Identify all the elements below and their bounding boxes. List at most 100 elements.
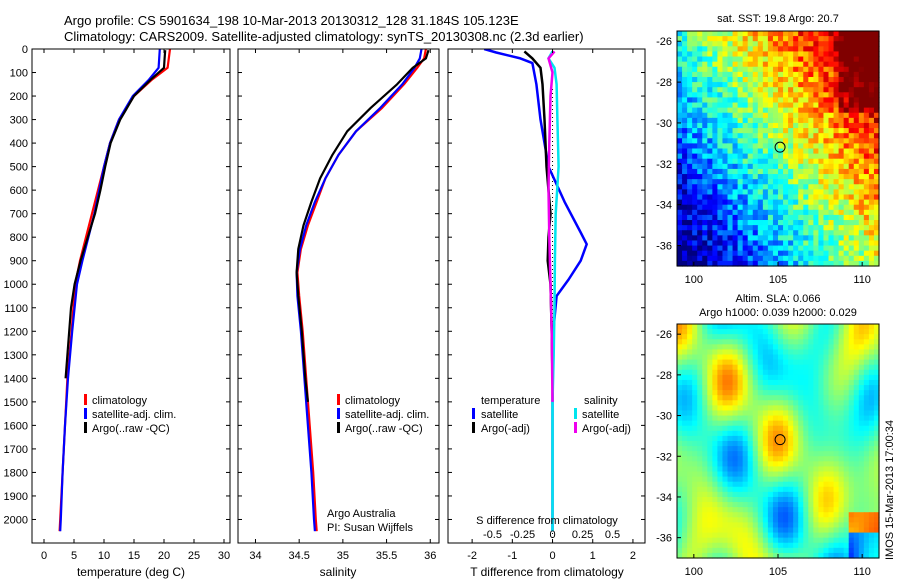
heatmap-cell <box>682 512 688 518</box>
heatmap-cell <box>863 260 870 267</box>
heatmap-cell <box>712 329 718 335</box>
heatmap-cell <box>707 385 713 391</box>
heatmap-cell <box>692 461 698 468</box>
heatmap-cell <box>747 51 754 58</box>
heatmap-cell <box>828 400 835 406</box>
heatmap-cell <box>813 117 819 124</box>
heatmap-cell <box>692 410 698 417</box>
heatmap-cell <box>858 456 865 462</box>
heatmap-cell <box>808 456 814 462</box>
heatmap-cell <box>687 364 693 371</box>
heatmap-cell <box>747 476 754 483</box>
heatmap-cell <box>727 446 734 452</box>
heatmap-cell <box>868 542 875 549</box>
heatmap-cell <box>762 235 769 242</box>
heatmap-cell <box>828 471 835 478</box>
heatmap-cell <box>732 163 739 170</box>
heatmap-cell <box>677 225 683 231</box>
heatmap-cell <box>838 430 845 437</box>
heatmap-cell <box>828 51 835 58</box>
heatmap-cell <box>722 329 729 335</box>
heatmap-cell <box>702 446 708 452</box>
heatmap-cell <box>757 107 764 114</box>
heatmap-cell <box>772 184 779 190</box>
heatmap-cell <box>717 102 724 109</box>
heatmap-cell <box>717 542 724 549</box>
heatmap-cell <box>702 51 708 58</box>
heatmap-cell <box>858 369 865 376</box>
difference-legend: temperature salinity satellite Argo(-adj… <box>472 395 631 435</box>
heatmap-cell <box>838 456 845 462</box>
heatmap-cell <box>818 415 825 422</box>
heatmap-cell <box>677 349 683 356</box>
heatmap-cell <box>868 245 875 252</box>
heatmap-cell <box>828 82 835 88</box>
heatmap-cell <box>727 339 734 345</box>
heatmap-cell <box>798 260 804 267</box>
heatmap-cell <box>778 517 784 523</box>
heatmap-cell <box>722 158 729 165</box>
heatmap-cell <box>692 31 698 37</box>
heatmap-cell <box>737 512 744 518</box>
heatmap-cell <box>752 471 759 478</box>
heatmap-cell <box>722 542 729 549</box>
heatmap-cell <box>813 324 819 330</box>
heatmap-cell <box>818 36 825 42</box>
heatmap-cell <box>868 76 875 83</box>
heatmap-cell <box>868 385 875 391</box>
heatmap-cell <box>772 235 779 242</box>
heatmap-cell <box>757 148 764 155</box>
heatmap-cell <box>707 354 713 361</box>
heatmap-cell <box>687 36 693 42</box>
heatmap-cell <box>833 122 840 129</box>
heatmap-cell <box>833 334 840 340</box>
heatmap-cell <box>772 364 779 371</box>
heatmap-cell <box>732 324 739 330</box>
heatmap-cell <box>717 148 724 155</box>
heatmap-cell <box>863 385 870 391</box>
heatmap-cell <box>828 97 835 104</box>
heatmap-cell <box>772 369 779 376</box>
heatmap-cell <box>757 446 764 452</box>
heatmap-cell <box>788 194 794 201</box>
heatmap-cell <box>727 456 734 462</box>
heatmap-cell <box>702 153 708 160</box>
heatmap-cell <box>818 153 825 160</box>
heatmap-cell <box>813 537 819 544</box>
heatmap-cell <box>682 153 688 160</box>
heatmap-cell <box>772 435 779 442</box>
heatmap-cell <box>702 344 708 351</box>
heatmap-cell <box>772 344 779 351</box>
heatmap-cell <box>823 471 830 478</box>
heatmap-cell <box>873 344 880 351</box>
heatmap-cell <box>818 112 825 119</box>
heatmap-cell <box>707 527 713 534</box>
heatmap-cell <box>783 425 789 432</box>
heatmap-cell <box>778 420 784 427</box>
heatmap-cell <box>682 82 688 88</box>
heatmap-cell <box>687 359 693 366</box>
heatmap-cell <box>717 174 724 180</box>
heatmap-cell <box>702 168 708 175</box>
heatmap-cell <box>778 425 784 432</box>
heatmap-cell <box>783 390 789 396</box>
heatmap-cell <box>767 420 774 427</box>
heatmap-cell <box>752 122 759 129</box>
heatmap-cell <box>717 235 724 242</box>
heatmap-cell <box>808 552 814 559</box>
heatmap-cell <box>757 204 764 211</box>
heatmap-cell <box>687 107 693 114</box>
heatmap-cell <box>767 179 774 185</box>
heatmap-cell <box>697 92 703 99</box>
t-difference-xlabel: T difference from climatology <box>470 565 624 579</box>
heatmap-cell <box>757 456 764 462</box>
heatmap-cell <box>798 138 804 144</box>
heatmap-cell <box>818 102 825 109</box>
heatmap-cell <box>818 163 825 170</box>
depth-tick-label: 400 <box>10 138 28 150</box>
heatmap-cell <box>747 344 754 351</box>
heatmap-cell <box>863 31 870 37</box>
heatmap-cell <box>692 255 698 262</box>
heatmap-cell <box>873 61 880 68</box>
heatmap-cell <box>783 230 789 236</box>
